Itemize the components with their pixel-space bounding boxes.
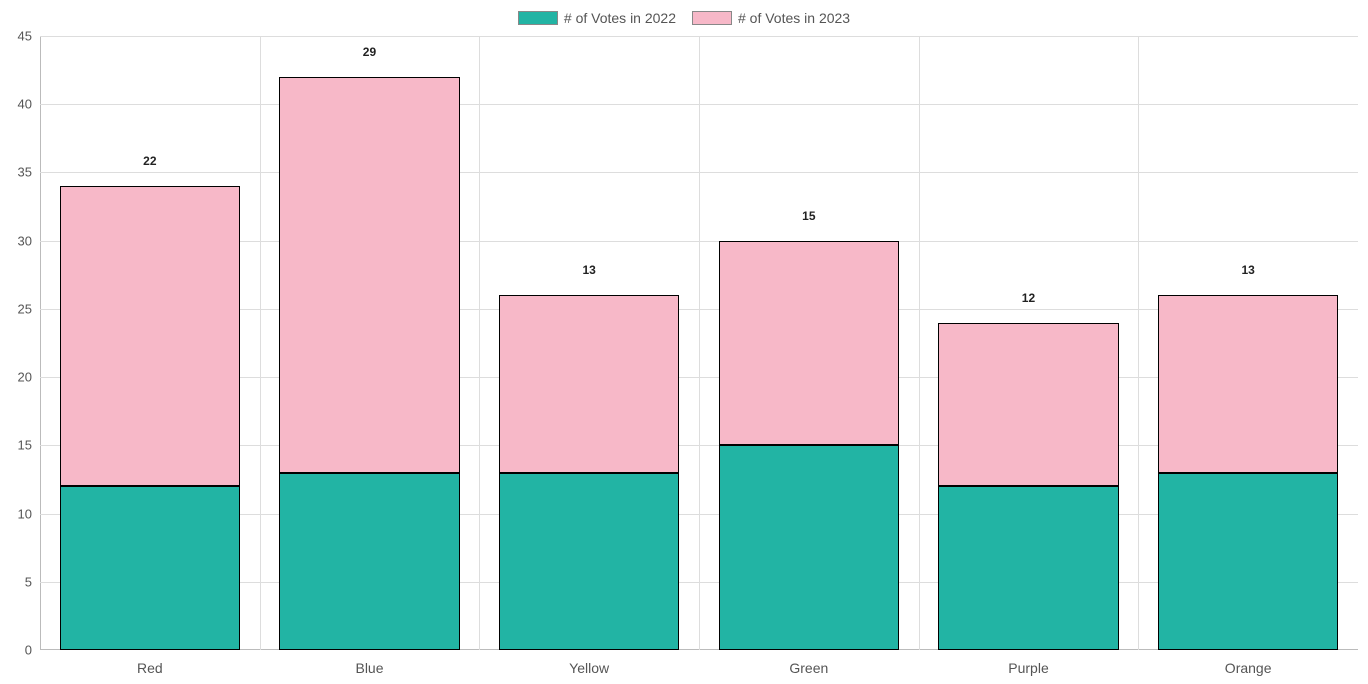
bar-group: 1515	[719, 36, 899, 650]
legend-swatch	[692, 11, 732, 25]
plot-area: 051015202530354045Red1222Blue1329Yellow1…	[40, 36, 1358, 650]
bar-group: 1212	[938, 36, 1118, 650]
grid-line-v	[699, 36, 700, 650]
x-tick-label: Green	[789, 650, 828, 676]
y-tick-label: 45	[18, 29, 40, 44]
legend-item: # of Votes in 2022	[518, 10, 676, 26]
bar-segment	[279, 77, 459, 473]
x-tick-label: Blue	[355, 650, 383, 676]
y-tick-label: 40	[18, 97, 40, 112]
bar-value-label: 15	[719, 209, 899, 225]
chart-legend: # of Votes in 2022 # of Votes in 2023	[0, 0, 1368, 30]
x-tick-label: Purple	[1008, 650, 1048, 676]
bar-group: 1313	[1158, 36, 1338, 650]
bar-segment	[279, 473, 459, 650]
legend-swatch	[518, 11, 558, 25]
bar-value-label: 22	[60, 154, 240, 170]
bar-value-label: 13	[1158, 263, 1338, 279]
y-tick-label: 30	[18, 233, 40, 248]
bar-segment	[60, 186, 240, 486]
bar-value-label: 13	[499, 263, 679, 279]
y-tick-label: 10	[18, 506, 40, 521]
bar-group: 1222	[60, 36, 240, 650]
legend-label: # of Votes in 2023	[738, 10, 850, 26]
bar-group: 1329	[279, 36, 459, 650]
y-tick-label: 5	[25, 574, 40, 589]
bar-group: 1313	[499, 36, 679, 650]
x-tick-label: Orange	[1225, 650, 1272, 676]
bar-value-label: 29	[279, 45, 459, 61]
bar-value-label: 12	[938, 291, 1118, 307]
y-tick-label: 20	[18, 370, 40, 385]
x-tick-label: Red	[137, 650, 163, 676]
y-tick-label: 15	[18, 438, 40, 453]
votes-chart: # of Votes in 2022 # of Votes in 2023 0 5 1…	[0, 0, 1368, 684]
grid-line-v	[479, 36, 480, 650]
grid-line-v	[919, 36, 920, 650]
legend-label: # of Votes in 2022	[564, 10, 676, 26]
grid-line-v	[260, 36, 261, 650]
bar-segment	[938, 486, 1118, 650]
bar-segment	[499, 473, 679, 650]
x-tick-label: Yellow	[569, 650, 609, 676]
bar-segment	[1158, 473, 1338, 650]
bar-segment	[719, 445, 899, 650]
bar-segment	[938, 323, 1118, 487]
y-tick-label: 0	[25, 643, 40, 658]
bar-segment	[60, 486, 240, 650]
y-tick-label: 25	[18, 301, 40, 316]
y-tick-label: 35	[18, 165, 40, 180]
bar-segment	[499, 295, 679, 472]
bar-segment	[1158, 295, 1338, 472]
y-axis-line	[40, 36, 41, 650]
grid-line-v	[1138, 36, 1139, 650]
bar-segment	[719, 241, 899, 446]
legend-item: # of Votes in 2023	[692, 10, 850, 26]
